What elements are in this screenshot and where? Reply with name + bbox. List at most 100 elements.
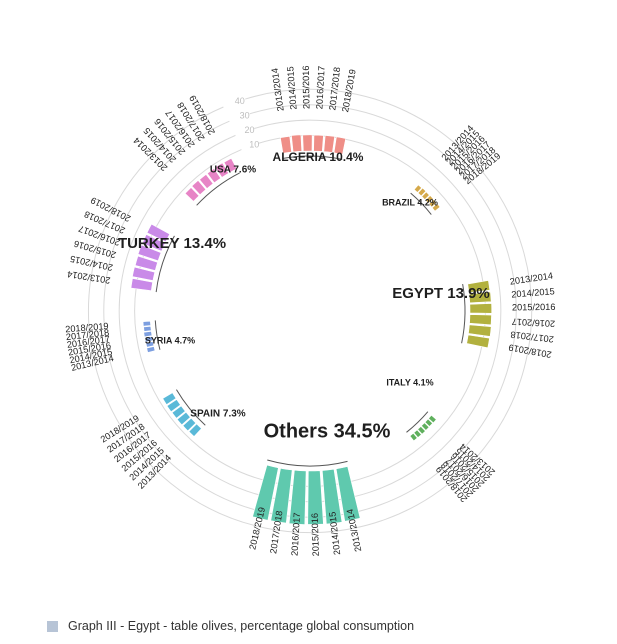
year-label-egypt-1: 2014/2015 [511,286,555,299]
bar-others-4 [270,467,293,524]
bar-brazil-3 [424,195,434,204]
bar-turkey-5 [146,223,171,243]
year-label-algeria-3: 2016/2017 [314,66,326,110]
bar-turkey-1 [132,266,156,281]
year-label-algeria-1: 2014/2015 [285,66,298,110]
bar-syria-5 [142,320,151,327]
underline-syria [154,320,161,350]
bar-spain-3 [171,405,186,419]
bars [130,134,493,525]
year-label-others-2: 2015/2016 [310,513,321,557]
scale-tick-label: 40 [235,96,245,106]
bar-egypt-4 [468,324,492,337]
bar-spain-2 [176,411,191,426]
year-label-egypt-3: 2016/2017 [511,317,555,329]
year-label-others-3: 2016/2017 [289,512,302,556]
bar-italy-3 [417,425,426,435]
bar-algeria-4 [323,135,335,153]
bar-italy-5 [409,432,418,442]
underline-egypt [461,283,466,344]
scale-ring [87,88,533,534]
scale-tick-labels: 10 20 30 40 [235,96,260,150]
bar-brazil-2 [421,191,430,200]
caption-text: Graph III - Egypt - table olives, percen… [68,619,415,633]
bar-algeria-2 [302,134,313,152]
bar-syria-3 [143,331,153,338]
scale-tick-label: 10 [249,140,259,150]
caption-marker-icon [47,620,58,632]
bar-italy-0 [428,414,437,424]
bar-syria-2 [144,336,154,343]
bar-egypt-0 [467,280,491,293]
year-label-algeria-4: 2017/2018 [327,67,342,111]
bar-italy-4 [413,429,422,438]
year-label-egypt-4: 2017/2018 [510,329,554,344]
bar-algeria-3 [313,134,324,152]
bar-usa-5 [223,157,238,173]
country-label-turkey: TURKEY 13.4% [118,235,226,252]
bar-syria-4 [143,325,152,332]
underline-spain [176,389,206,426]
bar-brazil-5 [431,203,441,212]
bar-egypt-2 [469,303,493,314]
bar-others-1 [321,468,343,525]
year-label-syria-4: 2017/2018 [65,327,109,342]
year-label-others-0: 2013/2014 [345,508,363,553]
country-label-syria: SYRIA 4.7% [145,335,195,345]
bar-egypt-1 [468,291,492,304]
country-underlines [154,155,466,467]
bar-algeria-5 [333,136,347,155]
bar-turkey-2 [134,255,158,271]
year-label-algeria-2: 2015/2016 [301,66,312,110]
bar-italy-2 [421,422,430,431]
bar-syria-0 [146,346,156,353]
bar-syria-1 [145,341,155,348]
bar-algeria-0 [280,136,292,154]
scale-ring [103,104,517,518]
bar-brazil-0 [413,184,423,193]
underline-others [267,459,348,467]
bar-algeria-1 [291,134,303,153]
bar-usa-3 [206,168,222,184]
year-label-algeria-0: 2013/2014 [270,67,286,111]
bar-brazil-1 [417,187,427,197]
bar-others-0 [335,466,361,522]
year-label-syria-5: 2018/2019 [65,321,109,334]
country-label-algeria: ALGERIA 10.4% [273,150,364,164]
bar-usa-0 [184,187,200,202]
country-label-italy: ITALY 4.1% [386,377,433,387]
bar-usa-1 [191,180,207,196]
bar-egypt-5 [466,334,490,349]
country-label-spain: SPAIN 7.3% [190,409,245,420]
year-label-others-5: 2018/2019 [247,506,267,551]
country-label-usa: USA 7.6% [210,165,256,176]
underline-usa [196,172,240,206]
scale-tick-label: 30 [240,111,250,121]
bar-spain-5 [162,392,177,405]
bar-italy-1 [424,418,433,427]
bar-others-2 [307,470,324,525]
year-label-others-4: 2017/2018 [268,510,284,554]
bar-egypt-3 [469,314,492,326]
scale-tick-label: 20 [244,125,254,135]
scale-ring [118,119,502,503]
bar-turkey-4 [141,234,166,252]
bar-turkey-3 [137,244,162,262]
year-label-others-1: 2014/2015 [327,511,342,555]
year-label-algeria-5: 2018/2019 [340,68,358,113]
country-label-brazil: BRAZIL 4.2% [382,197,438,207]
bar-turkey-0 [130,278,153,292]
bar-spain-4 [166,399,181,413]
country-labels: ALGERIA 10.4% BRAZIL 4.2% EGYPT 13.9% ITALY… [118,150,490,442]
bar-usa-2 [199,173,214,189]
underline-algeria [282,155,343,160]
underline-brazil [410,192,432,215]
underline-turkey [155,235,175,293]
country-label-egypt: EGYPT 13.9% [392,285,490,302]
circular-bar-chart: 2013/2014 2014/2015 2015/2016 2016/2017 2017… [65,66,556,557]
year-label-egypt-2: 2015/2016 [512,302,556,313]
bar-others-3 [288,469,307,525]
bar-brazil-4 [428,199,438,208]
year-label-egypt-5: 2018/2019 [508,342,553,360]
figure-caption: Graph III - Egypt - table olives, percen… [47,619,414,633]
